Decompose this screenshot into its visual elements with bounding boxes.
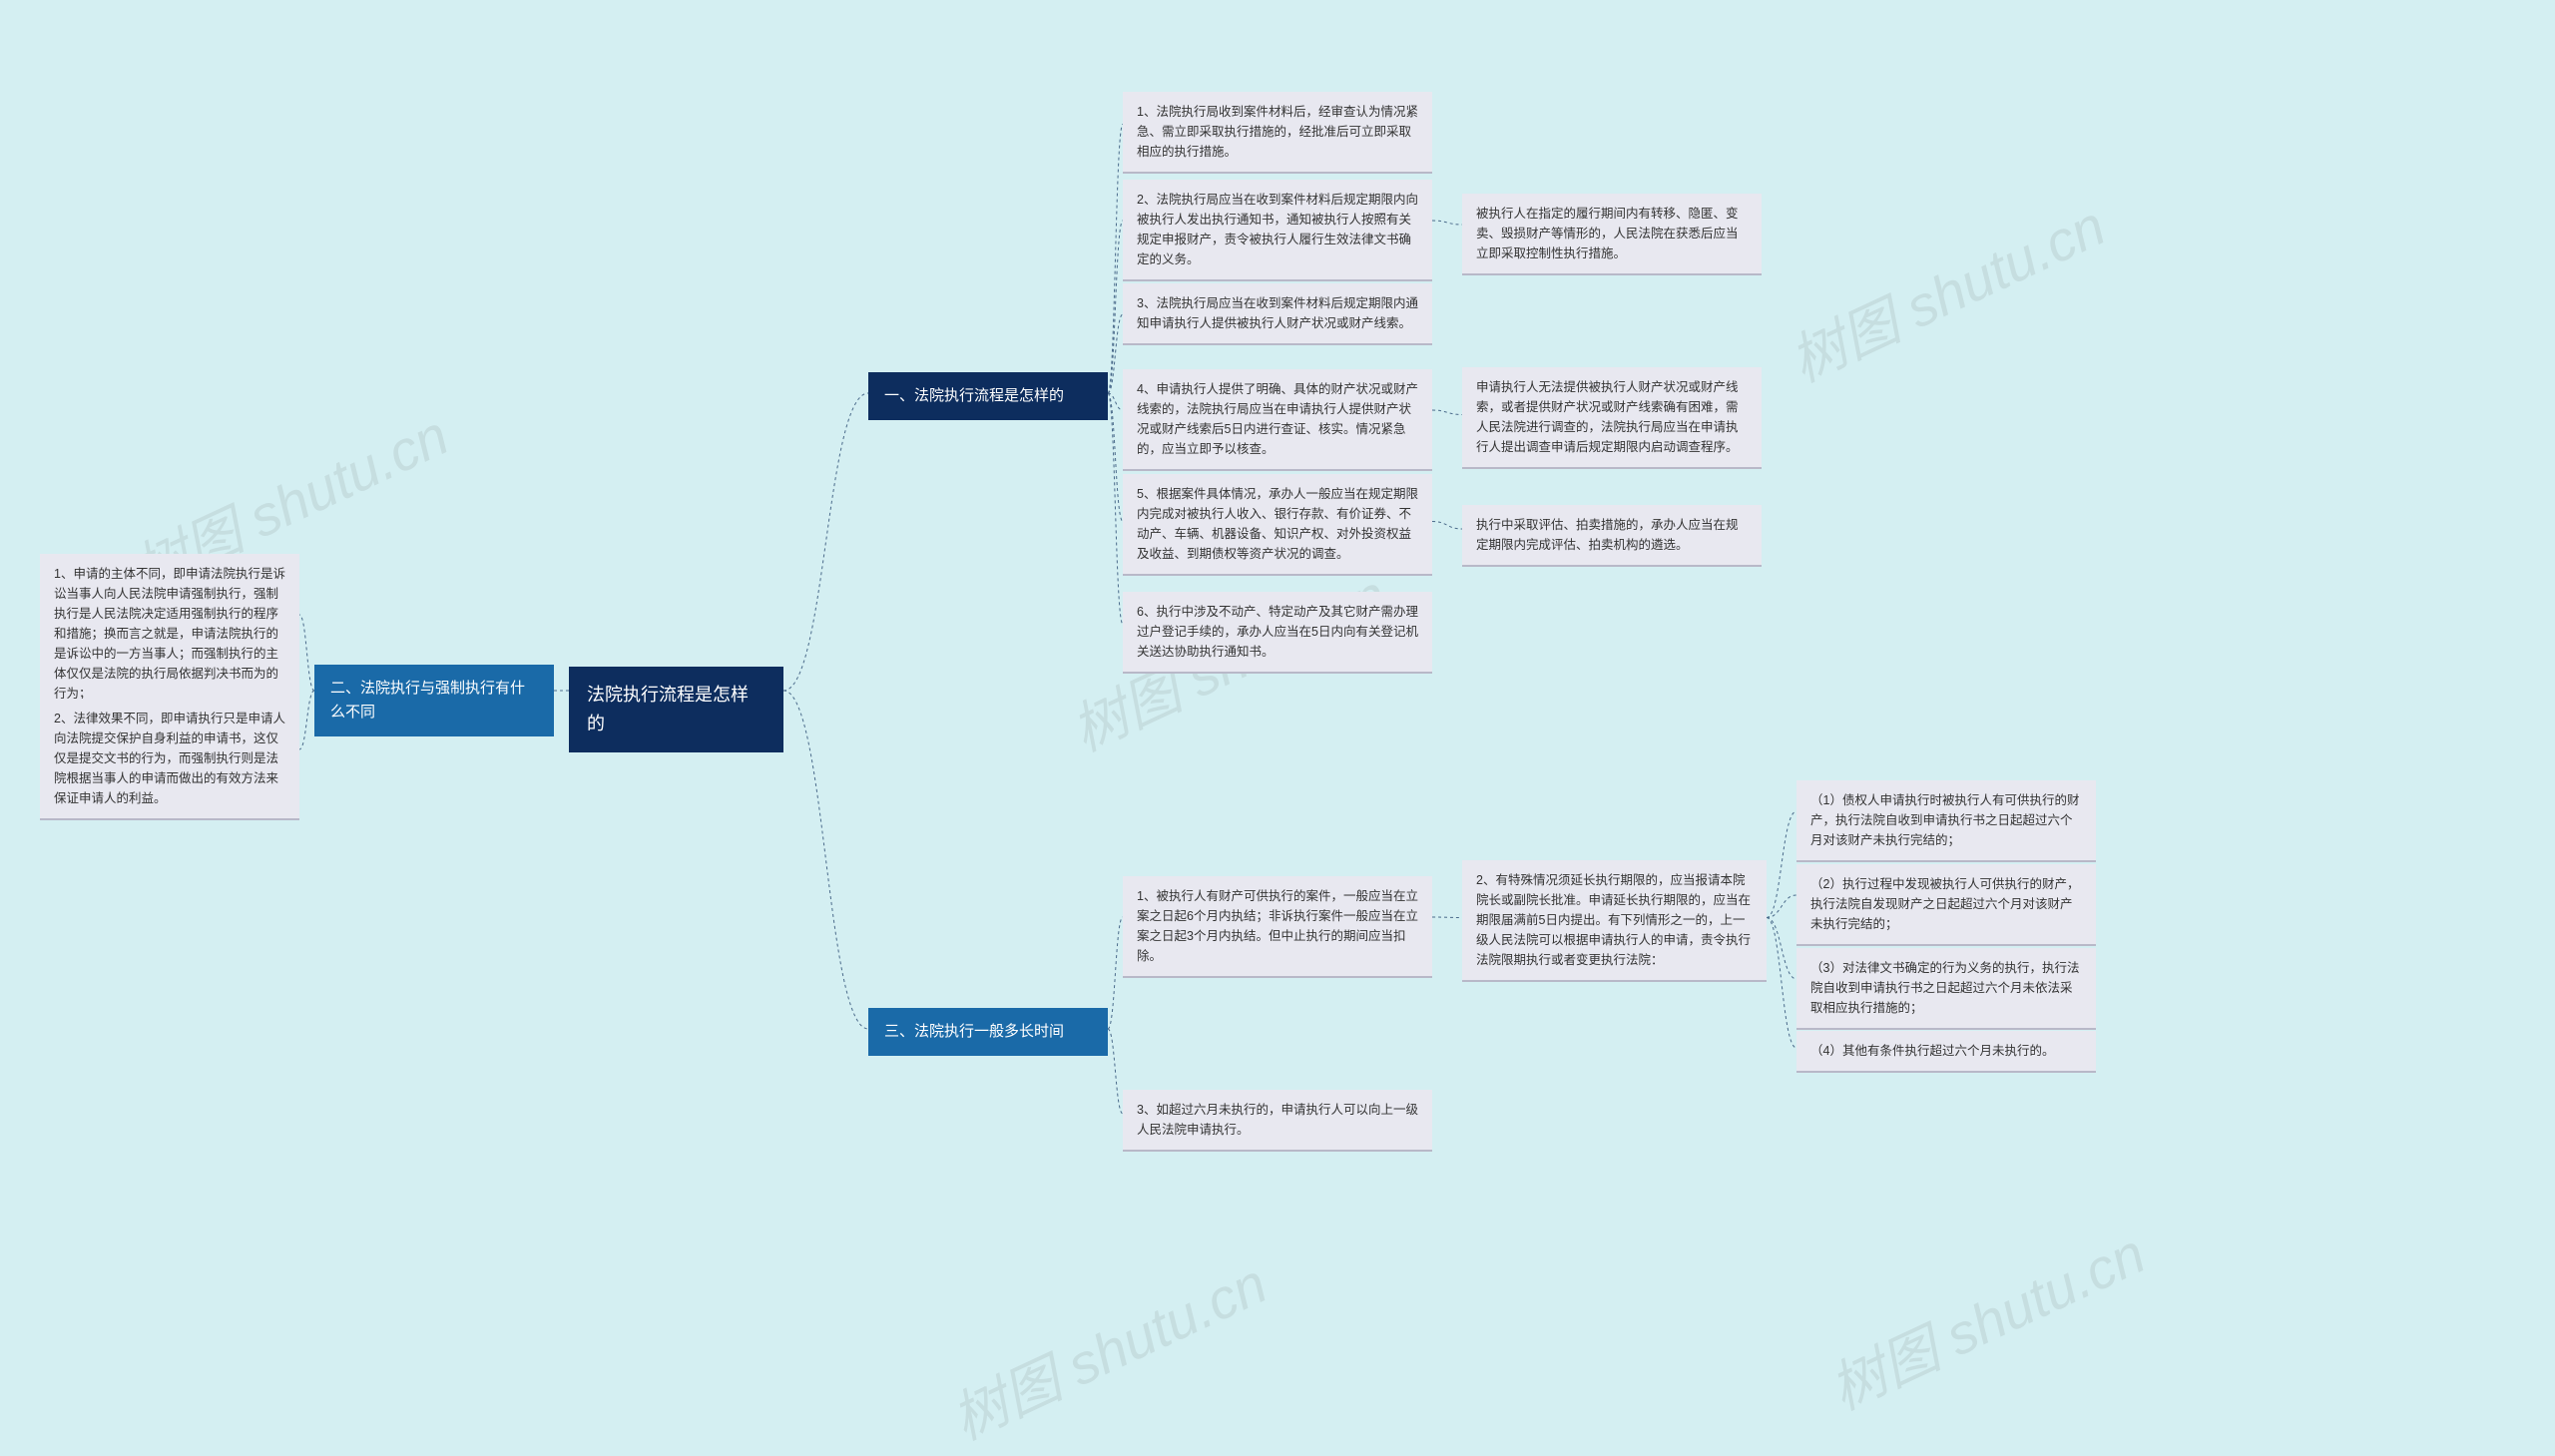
b1-leaf-5-sub: 执行中采取评估、拍卖措施的，承办人应当在规定期限内完成评估、拍卖机构的遴选。 <box>1462 505 1762 567</box>
watermark: 树图 shutu.cn <box>937 1239 1278 1456</box>
branch-1: 一、法院执行流程是怎样的 <box>868 372 1108 420</box>
b1-leaf-6: 6、执行中涉及不动产、特定动产及其它财产需办理过户登记手续的，承办人应当在5日内… <box>1123 592 1432 674</box>
b1-leaf-5: 5、根据案件具体情况，承办人一般应当在规定期限内完成对被执行人收入、银行存款、有… <box>1123 474 1432 576</box>
b3-leaf-1-sib-sub-4: （4）其他有条件执行超过六个月未执行的。 <box>1796 1031 2096 1073</box>
root-node: 法院执行流程是怎样的 <box>569 667 783 752</box>
b3-leaf-1-sib-sub-3: （3）对法律文书确定的行为义务的执行，执行法院自收到申请执行书之日起超过六个月未… <box>1796 948 2096 1030</box>
b1-leaf-2: 2、法院执行局应当在收到案件材料后规定期限内向被执行人发出执行通知书，通知被执行… <box>1123 180 1432 281</box>
b1-leaf-4: 4、申请执行人提供了明确、具体的财产状况或财产线索的，法院执行局应当在申请执行人… <box>1123 369 1432 471</box>
b1-leaf-4-sub: 申请执行人无法提供被执行人财产状况或财产线索，或者提供财产状况或财产线索确有困难… <box>1462 367 1762 469</box>
branch-3: 三、法院执行一般多长时间 <box>868 1008 1108 1056</box>
b1-leaf-2-sub: 被执行人在指定的履行期间内有转移、隐匿、变卖、毁损财产等情形的，人民法院在获悉后… <box>1462 194 1762 275</box>
branch-2: 二、法院执行与强制执行有什么不同 <box>314 665 554 736</box>
b3-leaf-1-sib: 2、有特殊情况须延长执行期限的，应当报请本院院长或副院长批准。申请延长执行期限的… <box>1462 860 1767 982</box>
b2-leaf-2: 2、法律效果不同，即申请执行只是申请人向法院提交保护自身利益的申请书，这仅仅是提… <box>40 699 299 820</box>
b3-leaf-2: 3、如超过六月未执行的，申请执行人可以向上一级人民法院申请执行。 <box>1123 1090 1432 1152</box>
b3-leaf-1-sib-sub-1: （1）债权人申请执行时被执行人有可供执行的财产，执行法院自收到申请执行书之日起超… <box>1796 780 2096 862</box>
b3-leaf-1-sib-sub-2: （2）执行过程中发现被执行人可供执行的财产，执行法院自发现财产之日起超过六个月对… <box>1796 864 2096 946</box>
watermark: 树图 shutu.cn <box>1815 1210 2157 1426</box>
b1-leaf-3: 3、法院执行局应当在收到案件材料后规定期限内通知申请执行人提供被执行人财产状况或… <box>1123 283 1432 345</box>
b3-leaf-1: 1、被执行人有财产可供执行的案件，一般应当在立案之日起6个月内执结；非诉执行案件… <box>1123 876 1432 978</box>
b2-leaf-1: 1、申请的主体不同，即申请法院执行是诉讼当事人向人民法院申请强制执行，强制执行是… <box>40 554 299 716</box>
watermark: 树图 shutu.cn <box>1776 182 2117 398</box>
b1-leaf-1: 1、法院执行局收到案件材料后，经审查认为情况紧急、需立即采取执行措施的，经批准后… <box>1123 92 1432 174</box>
